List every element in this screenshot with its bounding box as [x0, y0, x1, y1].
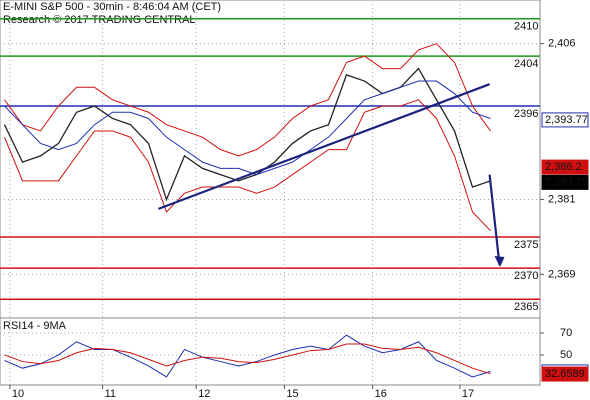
price-label-box	[541, 174, 589, 190]
y-tick-label: 2,406	[548, 38, 576, 50]
rsi-series	[4, 343, 491, 375]
price-label: 2,393.77	[545, 114, 588, 126]
rsi-title: RSI14 - 9MA	[3, 320, 67, 332]
chart-subtitle: Research © 2017 TRADING CENTRAL	[3, 14, 196, 26]
price-label-box	[541, 366, 589, 382]
arrow-head	[494, 256, 505, 267]
x-tick-label: 17	[462, 388, 474, 400]
price-label-box	[541, 159, 589, 175]
chart-title: E-MINI S&P 500 - 30min - 8:46:04 AM (CET…	[3, 1, 221, 13]
drawing-line	[158, 83, 490, 210]
plot-frame	[0, 0, 541, 386]
level-label: 2396	[514, 108, 538, 120]
x-tick-label: 11	[105, 388, 116, 400]
rsi-series	[4, 334, 491, 378]
x-tick-label: 12	[198, 388, 210, 400]
x-tick-label: 10	[12, 388, 24, 400]
level-label: 2365	[514, 301, 538, 313]
price-series	[4, 43, 491, 157]
price-label: 2,386.2	[545, 161, 582, 173]
drawing-line	[488, 174, 501, 266]
price-label-box	[541, 112, 589, 128]
level-label: 2375	[514, 239, 538, 251]
y-tick-label: 2,369	[548, 268, 576, 280]
y-tick-label: 2,381	[548, 193, 576, 205]
price-label: 2,383.75	[545, 176, 588, 188]
level-label: 2404	[514, 58, 538, 70]
price-series	[4, 99, 491, 232]
price-label: 32.6589	[545, 368, 585, 380]
price-series	[4, 80, 491, 176]
y-tick-label: 50	[560, 349, 572, 361]
y-tick-label: 70	[560, 327, 572, 339]
price-series	[3, 67, 491, 202]
x-tick-label: 16	[375, 388, 387, 400]
x-tick-label: 15	[286, 388, 298, 400]
level-label: 2410	[514, 21, 538, 33]
level-label: 2370	[514, 270, 538, 282]
